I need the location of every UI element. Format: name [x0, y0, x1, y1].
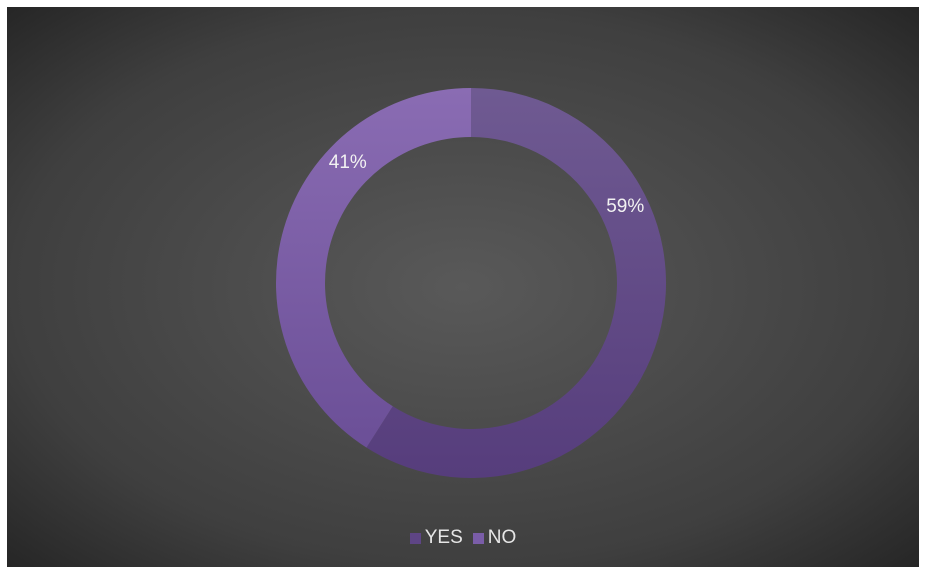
- legend-swatch-no: [472, 532, 484, 544]
- legend-swatch-yes: [409, 532, 421, 544]
- legend-label-no: NO: [487, 527, 517, 548]
- legend-item-no[interactable]: NO: [472, 527, 517, 549]
- legend-label-yes: YES: [424, 527, 463, 548]
- donut-slice-no[interactable]: [275, 87, 471, 448]
- legend: YES NO: [7, 527, 919, 549]
- legend-item-yes[interactable]: YES: [409, 527, 463, 549]
- donut-slice-yes[interactable]: [366, 88, 666, 478]
- chart-area: 59% 41% YES NO: [7, 7, 919, 567]
- donut-chart: 59% 41%: [275, 87, 666, 478]
- data-label-no: 41%: [329, 152, 367, 173]
- data-label-yes: 59%: [606, 196, 644, 217]
